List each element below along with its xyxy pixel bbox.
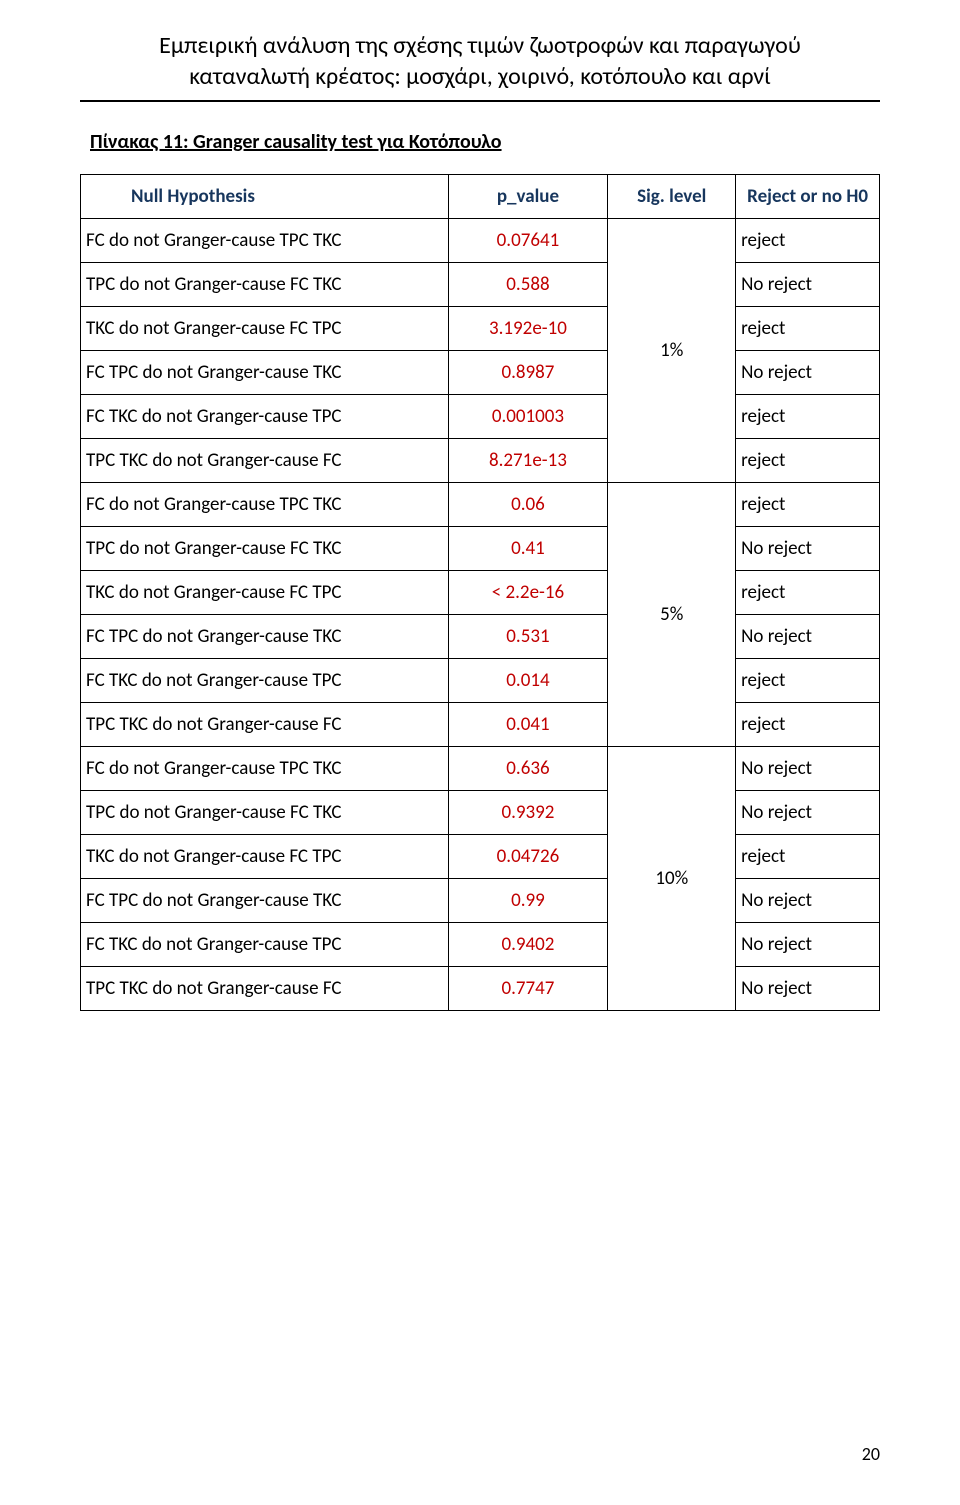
cell-hypothesis: FC TPC do not Granger-cause TKC	[81, 351, 449, 395]
col-header-reject: Reject or no H0	[736, 175, 880, 219]
cell-pvalue: 0.014	[448, 659, 608, 703]
cell-hypothesis: FC do not Granger-cause TPC TKC	[81, 219, 449, 263]
table-row: FC do not Granger-cause TPC TKC0.63610%N…	[81, 747, 880, 791]
cell-result: reject	[736, 483, 880, 527]
table-row: TKC do not Granger-cause FC TPC0.04726 re…	[81, 835, 880, 879]
cell-pvalue: 0.9392	[448, 791, 608, 835]
cell-siglevel: 5%	[608, 483, 736, 747]
cell-result: No reject	[736, 527, 880, 571]
cell-hypothesis: TPC TKC do not Granger-cause FC	[81, 439, 449, 483]
cell-pvalue: 0.7747	[448, 967, 608, 1011]
cell-result: reject	[736, 571, 880, 615]
cell-hypothesis: TPC do not Granger-cause FC TKC	[81, 527, 449, 571]
cell-pvalue: 0.588	[448, 263, 608, 307]
cell-pvalue: 0.04726	[448, 835, 608, 879]
title-line-1: Εμπειρική ανάλυση της σχέσης τιμών ζωοτρ…	[159, 31, 801, 60]
cell-hypothesis: FC TKC do not Granger-cause TPC	[81, 659, 449, 703]
cell-hypothesis: FC TKC do not Granger-cause TPC	[81, 395, 449, 439]
table-row: FC TKC do not Granger-cause TPC0.001003 r…	[81, 395, 880, 439]
table-row: FC TPC do not Granger-cause TKC0.8987 No …	[81, 351, 880, 395]
table-row: TPC do not Granger-cause FC TKC0.41 No re…	[81, 527, 880, 571]
cell-pvalue: 0.99	[448, 879, 608, 923]
cell-pvalue: 0.41	[448, 527, 608, 571]
table-row: TPC TKC do not Granger-cause FC0.041 reje…	[81, 703, 880, 747]
table-row: FC do not Granger-cause TPC TKC0.065% re…	[81, 483, 880, 527]
header-divider	[80, 100, 880, 102]
cell-hypothesis: TKC do not Granger-cause FC TPC	[81, 571, 449, 615]
col-header-siglevel: Sig. level	[608, 175, 736, 219]
cell-pvalue: 0.06	[448, 483, 608, 527]
cell-pvalue: 3.192e-10	[448, 307, 608, 351]
cell-result: No reject	[736, 615, 880, 659]
cell-pvalue: 0.07641	[448, 219, 608, 263]
cell-hypothesis: FC do not Granger-cause TPC TKC	[81, 747, 449, 791]
cell-result: reject	[736, 835, 880, 879]
cell-hypothesis: TPC TKC do not Granger-cause FC	[81, 703, 449, 747]
table-row: FC TPC do not Granger-cause TKC0.99 No re…	[81, 879, 880, 923]
cell-result: reject	[736, 219, 880, 263]
cell-pvalue: 0.9402	[448, 923, 608, 967]
cell-result: No reject	[736, 967, 880, 1011]
cell-pvalue: 0.8987	[448, 351, 608, 395]
table-row: TPC do not Granger-cause FC TKC0.588 No r…	[81, 263, 880, 307]
cell-hypothesis: TPC TKC do not Granger-cause FC	[81, 967, 449, 1011]
table-row: TKC do not Granger-cause FC TPC3.192e-10…	[81, 307, 880, 351]
cell-siglevel: 1%	[608, 219, 736, 483]
cell-hypothesis: FC TPC do not Granger-cause TKC	[81, 879, 449, 923]
table-body: FC do not Granger-cause TPC TKC0.076411%…	[81, 219, 880, 1011]
cell-result: No reject	[736, 791, 880, 835]
title-line-2: καταναλωτή κρέατος: μοσχάρι, χοιρινό, κο…	[189, 62, 771, 91]
document-title: Εμπειρική ανάλυση της σχέσης τιμών ζωοτρ…	[80, 30, 880, 92]
cell-result: No reject	[736, 747, 880, 791]
cell-hypothesis: FC TPC do not Granger-cause TKC	[81, 615, 449, 659]
cell-pvalue: 0.001003	[448, 395, 608, 439]
cell-pvalue: 8.271e-13	[448, 439, 608, 483]
col-header-hypothesis: Null Hypothesis	[81, 175, 449, 219]
cell-result: reject	[736, 307, 880, 351]
table-header-row: Null Hypothesis p_value Sig. level Rejec…	[81, 175, 880, 219]
cell-hypothesis: TPC do not Granger-cause FC TKC	[81, 791, 449, 835]
cell-result: reject	[736, 659, 880, 703]
table-caption: Πίνακας 11: Granger causality test για Κ…	[90, 130, 880, 154]
cell-hypothesis: TPC do not Granger-cause FC TKC	[81, 263, 449, 307]
cell-result: reject	[736, 395, 880, 439]
cell-result: reject	[736, 703, 880, 747]
cell-hypothesis: TKC do not Granger-cause FC TPC	[81, 307, 449, 351]
table-row: FC do not Granger-cause TPC TKC0.076411%…	[81, 219, 880, 263]
cell-hypothesis: FC TKC do not Granger-cause TPC	[81, 923, 449, 967]
cell-hypothesis: TKC do not Granger-cause FC TPC	[81, 835, 449, 879]
page-container: Εμπειρική ανάλυση της σχέσης τιμών ζωοτρ…	[0, 0, 960, 1505]
cell-pvalue: < 2.2e-16	[448, 571, 608, 615]
cell-result: No reject	[736, 263, 880, 307]
table-row: FC TKC do not Granger-cause TPC0.014 reje…	[81, 659, 880, 703]
cell-result: reject	[736, 439, 880, 483]
cell-pvalue: 0.636	[448, 747, 608, 791]
col-header-pvalue: p_value	[448, 175, 608, 219]
cell-siglevel: 10%	[608, 747, 736, 1011]
table-row: TPC do not Granger-cause FC TKC0.9392 No …	[81, 791, 880, 835]
table-row: FC TKC do not Granger-cause TPC0.9402 No …	[81, 923, 880, 967]
table-row: TPC TKC do not Granger-cause FC8.271e-13…	[81, 439, 880, 483]
cell-hypothesis: FC do not Granger-cause TPC TKC	[81, 483, 449, 527]
cell-result: No reject	[736, 923, 880, 967]
table-row: TPC TKC do not Granger-cause FC0.7747 No …	[81, 967, 880, 1011]
cell-pvalue: 0.531	[448, 615, 608, 659]
granger-causality-table: Null Hypothesis p_value Sig. level Rejec…	[80, 174, 880, 1011]
cell-result: No reject	[736, 879, 880, 923]
table-row: TKC do not Granger-cause FC TPC< 2.2e-16…	[81, 571, 880, 615]
page-number: 20	[862, 1443, 880, 1465]
cell-result: No reject	[736, 351, 880, 395]
table-row: FC TPC do not Granger-cause TKC0.531 No r…	[81, 615, 880, 659]
cell-pvalue: 0.041	[448, 703, 608, 747]
